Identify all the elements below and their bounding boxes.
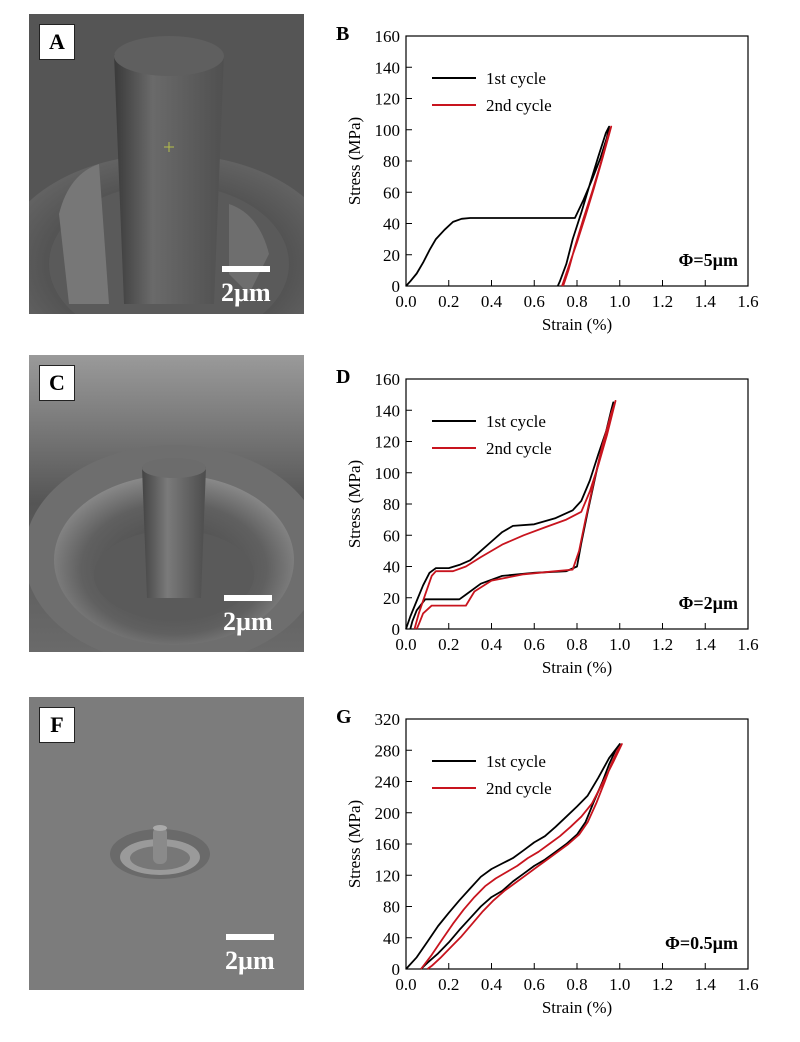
x-tick-label: 0.6 <box>524 975 545 994</box>
y-tick-label: 40 <box>383 558 400 577</box>
x-axis-label: Strain (%) <box>542 998 612 1017</box>
y-tick-label: 100 <box>375 121 401 140</box>
y-tick-label: 120 <box>375 866 401 885</box>
y-tick-label: 240 <box>375 773 401 792</box>
x-tick-label: 0.8 <box>566 292 587 311</box>
x-tick-label: 1.0 <box>609 975 630 994</box>
scale-bar: 2µm <box>221 266 271 308</box>
x-tick-label: 0.2 <box>438 635 459 654</box>
x-tick-label: 0.4 <box>481 292 503 311</box>
x-tick-label: 1.6 <box>737 292 758 311</box>
y-tick-label: 40 <box>383 215 400 234</box>
x-tick-label: 1.4 <box>695 635 717 654</box>
plot-frame <box>405 378 749 630</box>
y-tick-label: 20 <box>383 589 400 608</box>
x-tick-label: 0.0 <box>395 635 416 654</box>
y-tick-label: 0 <box>392 620 401 639</box>
scale-label: 2µm <box>221 278 271 307</box>
legend-label: 2nd cycle <box>486 779 552 798</box>
x-tick-label: 0.0 <box>395 975 416 994</box>
series-line <box>405 125 610 287</box>
series-line <box>405 743 621 970</box>
y-tick-label: 60 <box>383 526 400 545</box>
y-tick-label: 140 <box>375 401 401 420</box>
x-tick-label: 0.0 <box>395 292 416 311</box>
sem-image-c: C 2µm <box>29 355 304 652</box>
x-tick-label: 0.2 <box>438 975 459 994</box>
stress-strain-chart-b: B 0.0 0.2 0.4 0.6 0.8 1.0 1.2 1.4 1.6 0 20 40 60 80 100… <box>330 14 770 344</box>
x-tick-label: 0.6 <box>524 292 545 311</box>
y-tick-label: 140 <box>375 58 401 77</box>
y-tick-label: 60 <box>383 183 400 202</box>
x-tick-label: 0.8 <box>566 635 587 654</box>
series-line <box>405 401 615 630</box>
stress-strain-chart-d: D 0.0 0.2 0.4 0.6 0.8 1.0 1.2 1.4 1.6 0 20 40 60 80 100… <box>330 357 770 687</box>
y-axis-label: Stress (MPa) <box>345 117 364 205</box>
legend-label: 1st cycle <box>486 752 546 771</box>
sem-image-f: F 2µm <box>29 697 304 990</box>
scale-label: 2µm <box>223 607 273 636</box>
y-axis-label: Stress (MPa) <box>345 460 364 548</box>
panel-letter: D <box>336 366 350 388</box>
y-tick-label: 160 <box>375 835 401 854</box>
x-tick-label: 0.6 <box>524 635 545 654</box>
y-tick-label: 280 <box>375 741 401 760</box>
y-tick-label: 160 <box>375 370 401 389</box>
panel-letter: B <box>336 23 349 45</box>
y-tick-label: 100 <box>375 464 401 483</box>
x-tick-label: 1.6 <box>737 635 758 654</box>
x-tick-label: 1.2 <box>652 635 673 654</box>
plot-frame <box>405 35 749 287</box>
x-tick-label: 1.4 <box>695 975 717 994</box>
scale-bar: 2µm <box>223 595 273 637</box>
x-tick-label: 0.8 <box>566 975 587 994</box>
legend-label: 2nd cycle <box>486 439 552 458</box>
scale-bar: 2µm <box>225 934 275 976</box>
legend-label: 2nd cycle <box>486 96 552 115</box>
y-axis-label: Stress (MPa) <box>345 800 364 888</box>
y-tick-label: 40 <box>383 929 400 948</box>
y-tick-label: 0 <box>392 277 401 296</box>
diameter-annotation: Φ=5µm <box>678 250 738 270</box>
y-tick-label: 160 <box>375 27 401 46</box>
x-tick-label: 1.6 <box>737 975 758 994</box>
y-tick-label: 120 <box>375 433 401 452</box>
diameter-annotation: Φ=0.5µm <box>665 933 738 953</box>
series-line <box>561 125 613 287</box>
panel-letter: G <box>336 706 352 728</box>
x-tick-label: 0.4 <box>481 635 503 654</box>
series-line <box>413 400 617 630</box>
y-tick-label: 80 <box>383 152 400 171</box>
diameter-annotation: Φ=2µm <box>678 593 738 613</box>
series-line <box>420 743 623 970</box>
y-tick-label: 20 <box>383 246 400 265</box>
y-tick-label: 80 <box>383 898 400 917</box>
y-tick-label: 0 <box>392 960 401 979</box>
panel-label: F <box>39 707 75 743</box>
panel-label: C <box>39 365 75 401</box>
scale-label: 2µm <box>225 946 275 975</box>
panel-label: A <box>39 24 75 60</box>
x-tick-label: 0.2 <box>438 292 459 311</box>
y-tick-label: 120 <box>375 90 401 109</box>
x-tick-label: 0.4 <box>481 975 503 994</box>
x-tick-label: 1.2 <box>652 975 673 994</box>
legend-label: 1st cycle <box>486 69 546 88</box>
y-tick-label: 200 <box>375 804 401 823</box>
legend-label: 1st cycle <box>486 412 546 431</box>
x-tick-label: 1.0 <box>609 292 630 311</box>
y-tick-label: 320 <box>375 710 401 729</box>
x-axis-label: Strain (%) <box>542 658 612 677</box>
stress-strain-chart-g: G 0.0 0.2 0.4 0.6 0.8 1.0 1.2 1.4 1.6 0 40 80 120 160 2… <box>330 697 770 1027</box>
x-tick-label: 1.2 <box>652 292 673 311</box>
x-axis-label: Strain (%) <box>542 315 612 334</box>
x-tick-label: 1.4 <box>695 292 717 311</box>
y-tick-label: 80 <box>383 495 400 514</box>
x-tick-label: 1.0 <box>609 635 630 654</box>
sem-image-a: A 2µm <box>29 14 304 314</box>
